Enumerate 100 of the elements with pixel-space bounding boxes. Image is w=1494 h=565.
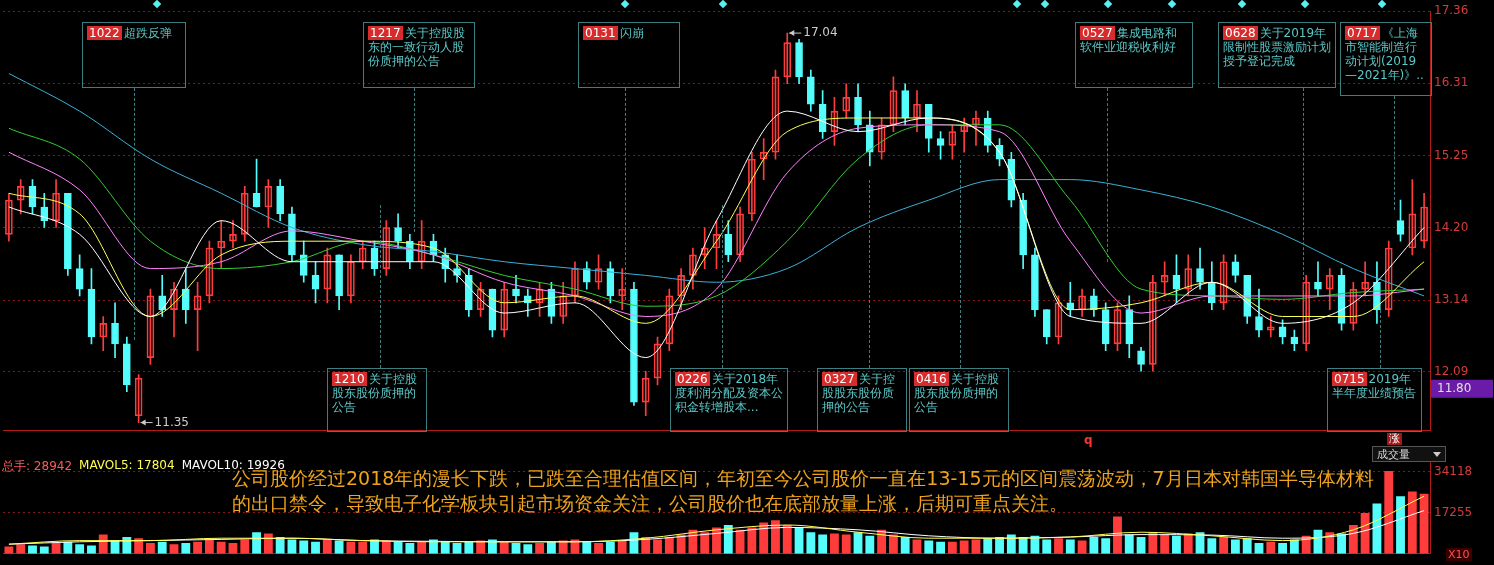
annotation: 0416 关于控股股东股份质押的公告 — [909, 368, 1009, 432]
bar — [1266, 541, 1276, 554]
bar — [16, 544, 26, 554]
bar — [1219, 537, 1229, 554]
bar — [1042, 539, 1052, 554]
bar — [146, 543, 155, 554]
bar — [1077, 540, 1087, 554]
bar — [440, 541, 450, 554]
bar — [157, 541, 167, 554]
y-tick-label: 34118 — [1434, 464, 1473, 479]
bar — [216, 541, 226, 554]
bar — [900, 537, 910, 554]
bar — [193, 541, 203, 554]
text: X10 — [1446, 548, 1472, 561]
annotation: 1217 关于控股股东的一致行动人股份质押的公告 — [363, 22, 475, 88]
bar — [818, 534, 828, 554]
bar — [1124, 534, 1134, 554]
bar — [334, 540, 344, 554]
bar — [1230, 539, 1240, 554]
bar — [771, 520, 780, 554]
bar — [546, 541, 556, 554]
bar — [275, 537, 285, 554]
annotation: 1210 关于控股股东股份质押的公告 — [327, 368, 427, 432]
y-tick-label: 12.09 — [1434, 364, 1469, 379]
bar — [429, 539, 438, 554]
bar — [1089, 537, 1099, 554]
bar — [252, 532, 261, 554]
annotation: 1022 超跌反弹 — [82, 22, 186, 88]
bar — [653, 539, 662, 554]
annotation: 0131 闪崩 — [578, 22, 680, 88]
bar — [346, 541, 356, 554]
bar — [582, 541, 592, 554]
bar — [983, 538, 993, 554]
y-tick-label: 15.25 — [1434, 147, 1469, 162]
bar — [523, 544, 533, 554]
candlestick — [1314, 261, 1322, 297]
bar — [87, 545, 96, 554]
bar — [393, 541, 403, 554]
y-tick-label: 17.36 — [1434, 3, 1469, 18]
annotation: 总手: 28942 — [2, 458, 73, 475]
text: 涨 — [1387, 432, 1402, 445]
bar — [735, 529, 745, 554]
bar — [535, 543, 545, 554]
bar — [1207, 538, 1217, 554]
bar — [1172, 535, 1181, 554]
bar — [959, 540, 969, 554]
bar — [806, 532, 816, 554]
bar — [841, 534, 851, 554]
bar — [712, 527, 721, 554]
bar — [464, 541, 474, 554]
bar — [1183, 533, 1193, 554]
bar — [1396, 496, 1405, 554]
bar — [1360, 513, 1370, 554]
dropdown-field: 成交量 — [1372, 446, 1446, 462]
bar — [204, 539, 214, 554]
bar — [865, 535, 875, 554]
line-series — [8, 495, 1425, 545]
bar — [75, 544, 85, 554]
bar — [617, 540, 627, 554]
annotation: 17.04 — [803, 25, 838, 40]
bar — [830, 533, 839, 554]
bar — [134, 538, 144, 554]
bar — [1160, 534, 1170, 554]
bar — [311, 541, 320, 554]
text: q — [1084, 433, 1093, 447]
bar — [1148, 532, 1158, 554]
annotation: 0527 集成电路和软件业迎税收利好 — [1075, 22, 1193, 88]
bar — [782, 525, 792, 554]
bar — [1384, 471, 1394, 554]
bar — [1278, 543, 1288, 554]
text: 11.80 — [1437, 380, 1472, 395]
bar — [322, 539, 332, 554]
bar — [747, 527, 757, 554]
y-tick-label: 16.31 — [1434, 75, 1469, 90]
bar — [28, 545, 37, 554]
bar — [488, 539, 497, 554]
y-tick-label: 13.14 — [1434, 292, 1469, 307]
bar — [181, 543, 191, 554]
bar — [1419, 493, 1429, 554]
y-tick-label: 17255 — [1434, 504, 1473, 519]
bar — [924, 540, 934, 554]
bar — [1054, 538, 1063, 554]
bar — [1337, 533, 1346, 554]
bar — [1101, 538, 1111, 554]
annotation: 0628 关于2019年限制性股票激励计划授予登记完成 — [1218, 22, 1336, 88]
bar — [299, 540, 309, 554]
bar — [1407, 491, 1417, 554]
bar — [358, 541, 368, 554]
annotation: MAVOL5: 17804 — [79, 458, 175, 474]
bar — [499, 541, 509, 554]
bar — [995, 537, 1004, 554]
y-tick-label: 14.20 — [1434, 219, 1469, 234]
bar — [936, 541, 945, 554]
annotation: 0715 2019年半年度业绩预告 — [1327, 368, 1422, 432]
bar — [1065, 539, 1075, 554]
bar — [605, 541, 615, 554]
bar — [700, 532, 710, 554]
bar — [947, 541, 957, 554]
annotation: 0327 关于控股股东股份质押的公告 — [817, 368, 907, 432]
annotation: 0717 《上海市智能制造行动计划(2019—2021年)》.. — [1340, 22, 1432, 96]
